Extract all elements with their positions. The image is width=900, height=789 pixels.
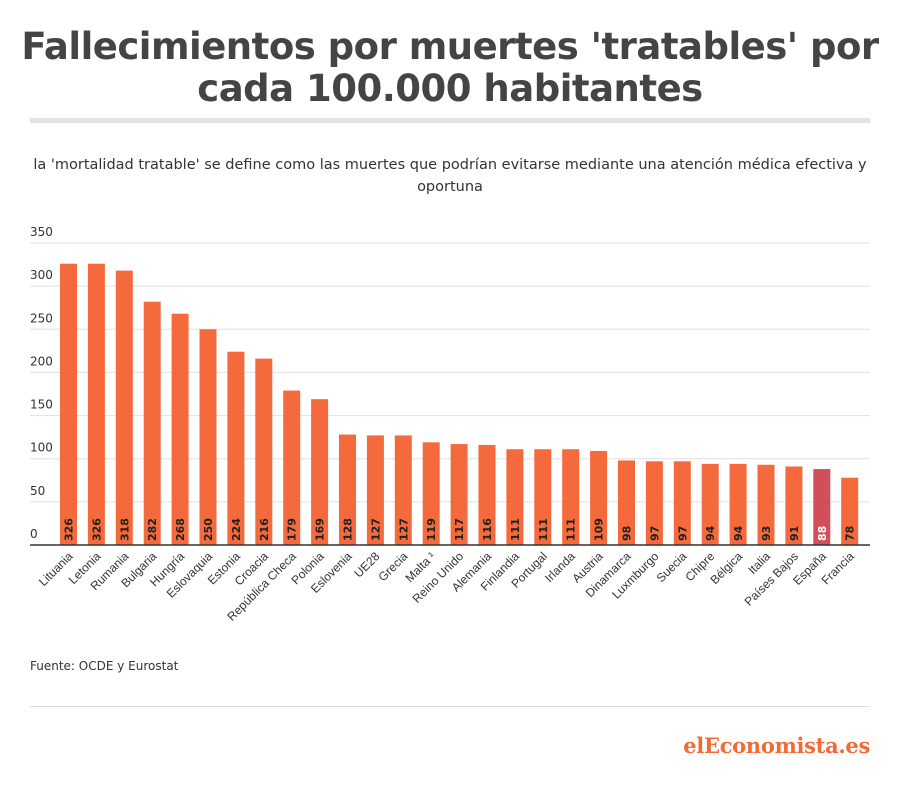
bar	[450, 444, 468, 545]
bar	[757, 464, 775, 545]
bar	[283, 390, 301, 545]
data-label: 169	[314, 518, 327, 541]
data-label: 318	[118, 518, 131, 541]
data-label: 111	[565, 518, 578, 541]
bar	[339, 434, 356, 545]
x-tick-label: Bélgica	[707, 549, 745, 587]
y-tick-label: 150	[30, 398, 53, 412]
bar	[394, 435, 412, 545]
bar	[534, 449, 552, 545]
bar	[729, 463, 747, 545]
data-label: 97	[676, 526, 689, 541]
bar	[673, 461, 691, 545]
data-label: 88	[816, 526, 829, 541]
data-label: 98	[621, 526, 634, 541]
bar	[115, 270, 133, 545]
data-label: 128	[342, 518, 355, 541]
data-label: 94	[732, 525, 745, 541]
bar	[143, 301, 161, 545]
data-label: 216	[258, 518, 271, 541]
x-tick-label: Lituania	[36, 549, 76, 589]
data-label: 250	[202, 518, 215, 541]
bar	[366, 435, 384, 545]
title-divider	[30, 118, 870, 123]
data-label: 224	[230, 518, 243, 541]
data-label: 116	[481, 518, 494, 541]
data-label: 127	[397, 518, 410, 541]
bar	[311, 399, 329, 545]
brand-logo: elEconomista.es	[683, 733, 870, 758]
source-note: Fuente: OCDE y Eurostat	[30, 659, 179, 673]
bar	[785, 466, 803, 545]
data-label: 179	[286, 518, 299, 541]
y-tick-label: 350	[30, 225, 53, 239]
bar	[506, 449, 524, 545]
y-tick-label: 50	[30, 484, 45, 498]
data-label: 117	[453, 518, 466, 541]
bar	[227, 351, 245, 545]
data-label: 326	[63, 518, 76, 541]
bar	[813, 469, 831, 545]
bar	[701, 463, 719, 545]
chart-title: Fallecimientos por muertes 'tratables' p…	[21, 25, 879, 110]
bar	[841, 477, 859, 545]
x-tick-label: Suecia	[654, 549, 690, 585]
bar	[87, 263, 105, 545]
y-tick-label: 250	[30, 311, 53, 325]
data-label: 282	[146, 518, 159, 541]
data-label: 91	[788, 526, 801, 541]
y-tick-label: 200	[30, 354, 53, 368]
data-label: 127	[369, 518, 382, 541]
bar	[618, 460, 635, 545]
chart-subtitle: la 'mortalidad tratable' se define como …	[33, 157, 867, 195]
bar	[562, 449, 580, 545]
bar	[590, 450, 608, 545]
data-label: 119	[425, 518, 438, 541]
data-label: 97	[648, 526, 661, 541]
bar	[199, 329, 217, 545]
bar-chart: 050100150200250300350326Lituania326Leton…	[30, 225, 870, 624]
bar	[171, 313, 189, 545]
data-label: 268	[174, 518, 187, 541]
bar	[645, 461, 663, 545]
data-label: 94	[704, 525, 717, 541]
data-label: 93	[760, 526, 773, 541]
bar	[60, 263, 77, 545]
y-tick-label: 300	[30, 268, 53, 282]
y-tick-label: 100	[30, 441, 53, 455]
bar	[478, 444, 496, 545]
data-label: 111	[537, 518, 550, 541]
footer-divider	[30, 706, 870, 707]
data-label: 78	[844, 526, 857, 541]
data-label: 326	[90, 518, 103, 541]
bar	[422, 442, 440, 545]
y-tick-label: 0	[30, 527, 38, 541]
bar	[255, 358, 273, 545]
data-label: 109	[593, 518, 606, 541]
data-label: 111	[509, 518, 522, 541]
